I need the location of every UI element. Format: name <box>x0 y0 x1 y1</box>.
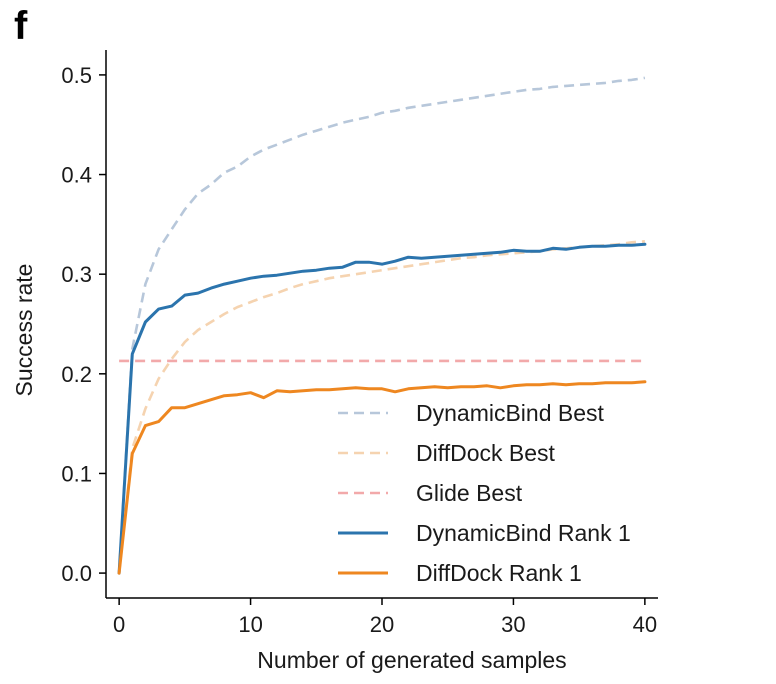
x-tick-label: 30 <box>501 612 525 637</box>
y-tick-label: 0.3 <box>61 262 92 287</box>
x-axis-label: Number of generated samples <box>257 647 566 673</box>
legend-label: Glide Best <box>416 480 523 506</box>
y-tick-label: 0.2 <box>61 362 92 387</box>
series-line-diffdock-rank-1 <box>117 380 647 575</box>
x-tick-label: 20 <box>370 612 394 637</box>
y-ticks: 0.0 0.1 0.2 0.3 0.4 0.5 <box>61 63 106 586</box>
axes <box>105 50 658 599</box>
x-ticks: 0 10 20 30 40 <box>113 598 657 637</box>
legend-label: DynamicBind Best <box>416 400 605 426</box>
y-axis-label: Success rate <box>11 264 37 397</box>
series-line-dynamicbind-rank-1 <box>117 242 647 575</box>
y-tick-label: 0.0 <box>61 561 92 586</box>
x-tick-label: 10 <box>238 612 262 637</box>
legend-label: DiffDock Rank 1 <box>416 560 582 586</box>
series-layer <box>117 76 647 575</box>
x-tick-label: 0 <box>113 612 125 637</box>
y-tick-label: 0.5 <box>61 63 92 88</box>
panel-label: f <box>14 4 28 48</box>
legend: DynamicBind Best DiffDock Best Glide Best D… <box>338 400 631 586</box>
x-tick-label: 40 <box>633 612 657 637</box>
legend-label: DiffDock Best <box>416 440 556 466</box>
y-tick-label: 0.1 <box>61 461 92 486</box>
y-tick-label: 0.4 <box>61 163 92 188</box>
legend-label: DynamicBind Rank 1 <box>416 520 631 546</box>
series-line-diffdock-best <box>117 240 645 574</box>
series-line-dynamicbind-best <box>117 76 646 574</box>
